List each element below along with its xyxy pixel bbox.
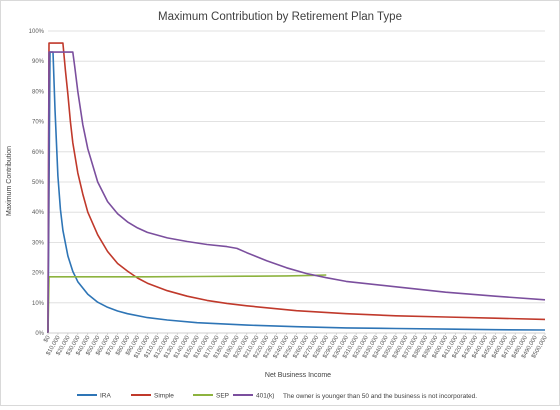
chart-note: The owner is younger than 50 and the bus… <box>283 393 477 400</box>
legend-label: SEP <box>216 393 229 400</box>
legend-label: IRA <box>100 393 112 400</box>
y-tick-label: 20% <box>32 271 45 277</box>
y-tick-label: 60% <box>32 150 45 156</box>
y-tick-label: 0% <box>35 331 44 337</box>
x-axis-ticks: $0$10,000$20,000$30,000$40,000$50,000$60… <box>43 333 549 360</box>
y-tick-label: 80% <box>32 89 45 95</box>
y-tick-label: 50% <box>32 180 45 186</box>
y-tick-label: 40% <box>32 210 45 216</box>
legend-label: Simple <box>154 393 174 400</box>
chart-title: Maximum Contribution by Retirement Plan … <box>158 11 402 23</box>
gridlines <box>48 30 545 304</box>
y-tick-label: 90% <box>32 59 45 65</box>
legend-label: 401(k) <box>256 393 274 400</box>
y-tick-label: 10% <box>32 301 45 307</box>
x-axis-title: Net Business Income <box>265 372 331 379</box>
y-tick-label: 100% <box>29 29 45 35</box>
y-axis-ticks: 0% 10% 20% 30% 40% 50% 60% 70% 80% 90% 100% <box>29 29 45 337</box>
y-tick-label: 70% <box>32 120 45 126</box>
series-line-ira <box>47 51 546 334</box>
x-tick-label: $0 <box>43 334 52 343</box>
series-line-sep <box>47 274 327 334</box>
y-tick-label: 30% <box>32 240 45 246</box>
series-lines <box>47 42 546 334</box>
series-line-401k <box>47 51 546 334</box>
legend: IRA Simple SEP 401(k) <box>77 393 274 400</box>
series-line-simple <box>47 42 546 334</box>
y-axis-title: Maximum Contribution <box>6 146 13 216</box>
